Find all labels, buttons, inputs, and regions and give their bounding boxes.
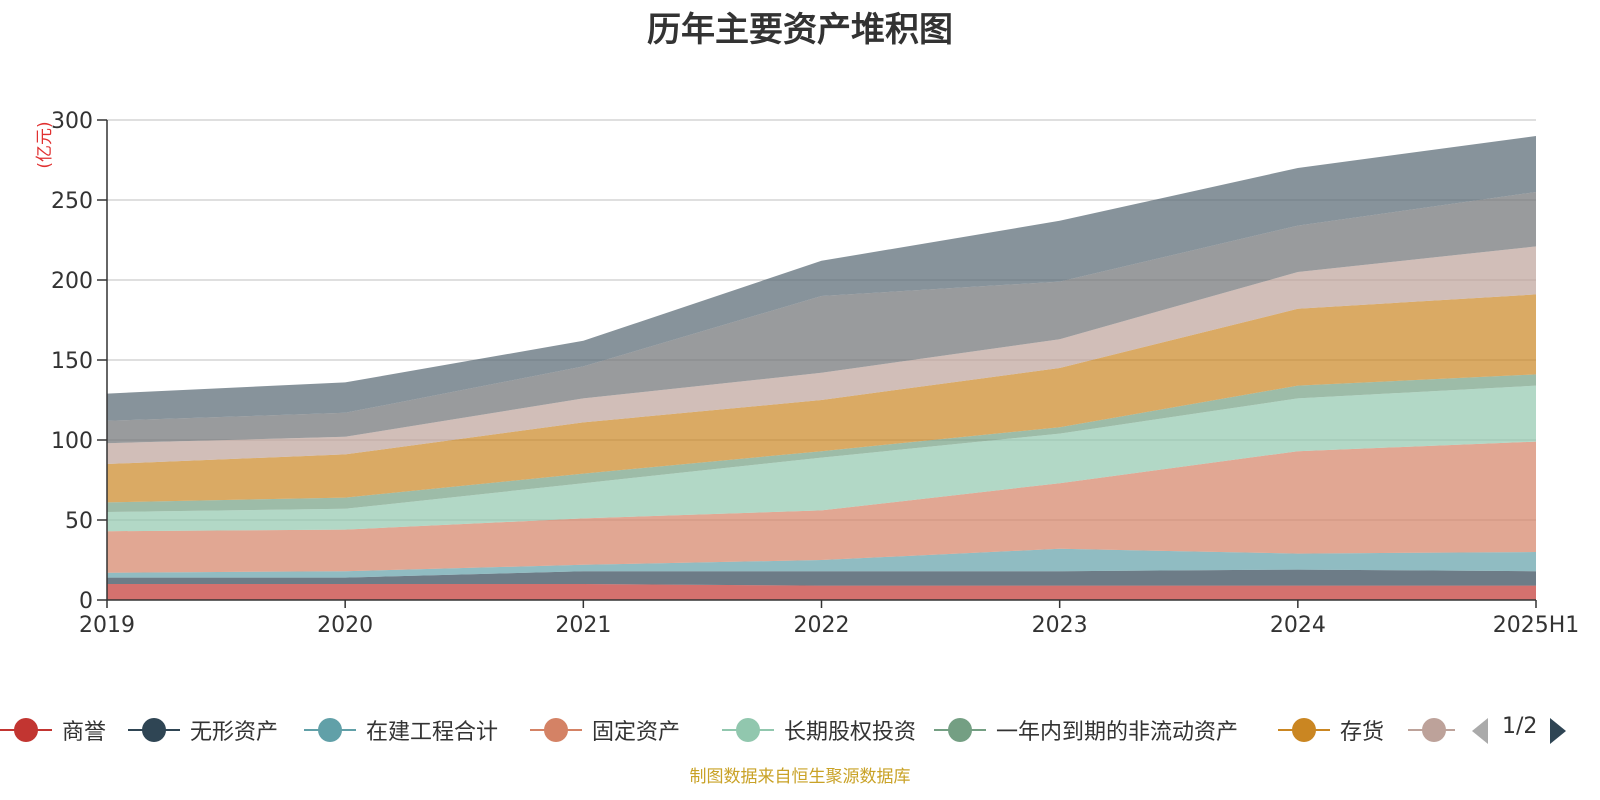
legend-item[interactable]: 在建工程合计 [304,713,498,747]
x-tick-label: 2021 [555,613,611,638]
legend-label: 无形资产 [190,720,279,745]
legend-item[interactable]: 存货 [1278,713,1384,747]
area-series-商誉 [107,584,1536,600]
y-axis-unit-label: (亿元) [35,121,55,168]
axes: 0 50 100 150 200 250 300 2019 2020 2021 2022 2023 20… [51,109,1579,638]
y-tick-label: 50 [65,509,93,534]
legend-item[interactable]: 商誉 [0,713,106,747]
area-series-其他 [107,136,1536,421]
y-tick-label: 100 [51,429,93,454]
x-tick-label: 2025H1 [1493,613,1580,638]
legend: 商誉无形资产在建工程合计固定资产长期股权投资一年内到期的非流动资产存货应收账款 … [0,713,1600,747]
legend-item[interactable]: 长期股权投资 [722,713,916,747]
legend-item[interactable]: 一年内到期的非流动资产 [934,713,1238,747]
legend-marker-icon [934,713,986,747]
legend-item[interactable]: 固定资产 [530,713,680,747]
y-tick-label: 300 [51,109,93,134]
chart-title: 历年主要资产堆积图 [647,10,953,50]
area-series-应收账款 [107,246,1536,464]
y-tick-label: 150 [51,349,93,374]
legend-label: 存货 [1340,720,1385,745]
area-series [107,136,1536,600]
legend-marker-icon [128,713,180,747]
x-tick-label: 2024 [1270,613,1326,638]
area-series-无形资产 [107,569,1536,586]
x-tick-label: 2023 [1032,613,1088,638]
legend-item[interactable]: 无形资产 [128,713,278,747]
area-series-存货 [107,294,1536,503]
y-tick-label: 0 [79,589,93,614]
legend-label: 一年内到期的非流动资产 [996,720,1239,745]
area-series-一年内到期的非流动资产 [107,374,1536,512]
legend-label: 商誉 [62,720,107,745]
legend-page-indicator: 1/2 [1502,714,1538,739]
legend-pager: 1/2 [1472,713,1600,747]
legend-marker-icon [530,713,582,747]
x-tick-label: 2022 [794,613,850,638]
legend-marker-icon [304,713,356,747]
legend-item[interactable]: 应收账款 [1408,713,1455,747]
y-tick-label: 250 [51,189,93,214]
legend-prev-page-icon[interactable] [1472,718,1488,744]
stacked-area-chart: 0 50 100 150 200 250 300 2019 2020 2021 2022 2023 20… [35,109,1579,638]
legend-marker-icon [0,713,52,747]
area-series-固定资产 [107,441,1536,573]
legend-marker-icon [1408,713,1455,747]
legend-marker-icon [1278,713,1330,747]
legend-label: 长期股权投资 [784,720,917,745]
legend-items: 商誉 无形资产 在建工程合计 固定资产 长期股权投资 一年内到期的非流动资产 存货应收账款 [0,713,1455,747]
x-tick-label: 2019 [79,613,135,638]
area-series-在建工程合计 [107,548,1536,578]
y-tick-label: 200 [51,269,93,294]
area-series-长期股权投资 [107,385,1536,532]
area-series-货币资金 [107,192,1536,444]
legend-marker-icon [722,713,774,747]
legend-next-page-icon[interactable] [1550,718,1566,744]
x-tick-label: 2020 [317,613,373,638]
source-note: 制图数据来自恒生聚源数据库 [689,767,911,787]
legend-label: 固定资产 [592,720,681,745]
legend-label: 在建工程合计 [366,720,499,745]
